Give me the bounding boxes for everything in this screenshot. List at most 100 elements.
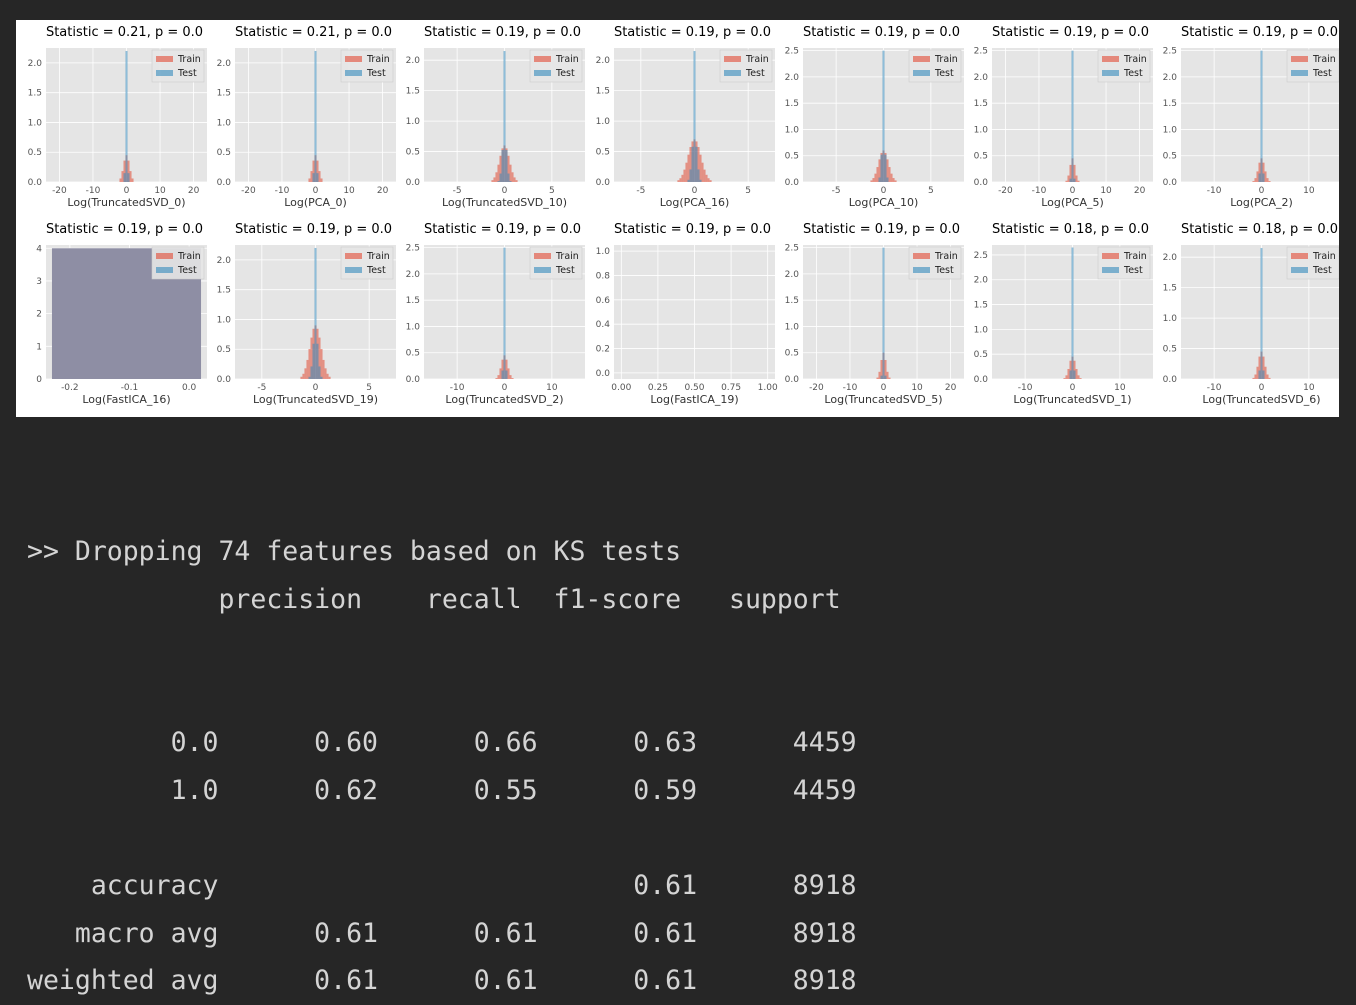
train-bar (310, 337, 313, 379)
y-tick-label: 1.0 (596, 117, 611, 127)
test-bar (687, 179, 690, 182)
y-tick-label: 0.5 (974, 152, 988, 162)
test-bar (878, 177, 881, 182)
y-tick-label: 0.5 (406, 349, 420, 359)
legend-label-train: Train (1312, 251, 1336, 262)
x-tick-label: 0 (881, 383, 887, 393)
train-bar (509, 164, 512, 182)
y-tick-label: 4 (36, 244, 42, 254)
legend-label-train: Train (745, 54, 769, 65)
test-bar (882, 50, 885, 183)
test-bar (318, 366, 321, 379)
x-tick-label: -10 (1032, 186, 1047, 196)
y-tick-label: 1.0 (217, 118, 232, 128)
train-bar (129, 171, 132, 182)
train-bar (127, 160, 130, 182)
train-bar (884, 359, 887, 379)
train-bar (1258, 356, 1261, 379)
y-tick-label: 1.0 (406, 117, 421, 127)
train-bar (677, 180, 680, 182)
legend-swatch-train (156, 56, 173, 62)
legend-label-test: Test (1123, 68, 1143, 79)
legend-box (340, 49, 394, 83)
panel-title: Statistic = 0.19, p = 0.0 (803, 25, 960, 40)
y-tick-label: 1.5 (785, 99, 799, 109)
test-bar (689, 169, 692, 182)
x-tick-label: 10 (1303, 186, 1315, 196)
train-bar (320, 178, 323, 182)
y-tick-label: 0.2 (596, 345, 610, 355)
y-tick-label: 1.0 (217, 315, 232, 325)
x-tick-label: 0.0 (182, 383, 197, 393)
histogram-panel-6: Statistic = 0.19, p = 0.0 0.0 0.5 1.0 1.5 2.0… (974, 25, 1153, 209)
train-bar (491, 180, 494, 182)
x-tick-label: 0 (1070, 383, 1076, 393)
train-bar (322, 359, 325, 379)
train-bar (308, 349, 311, 379)
test-bar (880, 154, 883, 182)
train-bar (1256, 171, 1259, 182)
y-tick-label: 1.0 (785, 322, 800, 332)
train-bar (1266, 374, 1269, 379)
x-tick-label: -5 (832, 186, 841, 196)
panel-title: Statistic = 0.19, p = 0.0 (803, 222, 960, 237)
train-bar (1262, 356, 1265, 379)
x-tick-label: -10 (843, 383, 858, 393)
x-tick-label: -20 (998, 186, 1013, 196)
legend-swatch-test (1291, 70, 1308, 76)
y-tick-label: 2.0 (974, 276, 989, 286)
train-bar (1266, 178, 1269, 182)
legend-swatch-test (724, 70, 741, 76)
legend-box (908, 246, 962, 280)
classification-report: >> Dropping 74 features based on KS test… (27, 536, 857, 997)
train-bar (888, 167, 891, 182)
y-tick-label: 2.0 (217, 256, 232, 266)
legend-swatch-test (534, 70, 551, 76)
test-bar (884, 375, 887, 379)
x-tick-label: 10 (154, 186, 166, 196)
x-tick-label: 0 (502, 186, 508, 196)
test-bar (1073, 178, 1076, 182)
y-tick-label: 2.0 (1163, 73, 1178, 83)
x-axis-label: Log(TruncatedSVD_6) (1202, 393, 1320, 406)
histogram-panel-11: Statistic = 0.19, p = 0.0 0.0 0.2 0.4 0.6 0.8… (596, 222, 778, 406)
train-bar (1065, 375, 1068, 379)
test-bar (312, 343, 315, 379)
train-bar (511, 378, 514, 379)
train-bar (890, 173, 893, 182)
legend-label-train: Train (1123, 54, 1147, 65)
legend-label-train: Train (555, 251, 579, 262)
test-bar (509, 181, 512, 182)
histogram-panel-2: Statistic = 0.21, p = 0.0 0.0 0.5 1.0 1.5 2.0… (217, 25, 396, 209)
x-tick-label: -10 (1207, 186, 1222, 196)
train-bar (687, 154, 690, 182)
train-bar (1268, 181, 1271, 182)
train-bar (1073, 360, 1076, 379)
x-tick-label: 20 (945, 383, 957, 393)
legend-label-test: Test (366, 68, 386, 79)
x-axis-label: Log(FastICA_19) (650, 393, 738, 406)
y-tick-label: 0.0 (785, 178, 800, 188)
x-axis-label: Log(TruncatedSVD_19) (253, 393, 378, 406)
x-tick-label: 0.25 (648, 383, 668, 393)
test-bar (505, 370, 508, 379)
train-bar (1252, 181, 1255, 182)
histogram-panel-12: Statistic = 0.19, p = 0.0 0.0 0.5 1.0 1.5 2.0… (785, 222, 964, 406)
y-tick-label: 2.5 (785, 47, 799, 57)
y-tick-label: 0 (36, 375, 42, 385)
legend-label-test: Test (1123, 265, 1143, 276)
legend-box (908, 49, 962, 83)
y-tick-label: 0.0 (1163, 375, 1178, 385)
y-tick-label: 1.5 (28, 89, 42, 99)
y-tick-label: 0.0 (217, 375, 232, 385)
x-tick-label: -10 (1207, 383, 1222, 393)
panel-title: Statistic = 0.19, p = 0.0 (424, 222, 581, 237)
y-tick-label: 0.0 (1163, 178, 1178, 188)
train-bar (685, 162, 688, 182)
x-tick-label: 5 (366, 383, 372, 393)
legend-swatch-test (913, 70, 930, 76)
train-bar (1063, 378, 1066, 379)
train-bar (888, 377, 891, 379)
x-tick-label: -20 (52, 186, 67, 196)
x-tick-label: 5 (745, 186, 751, 196)
